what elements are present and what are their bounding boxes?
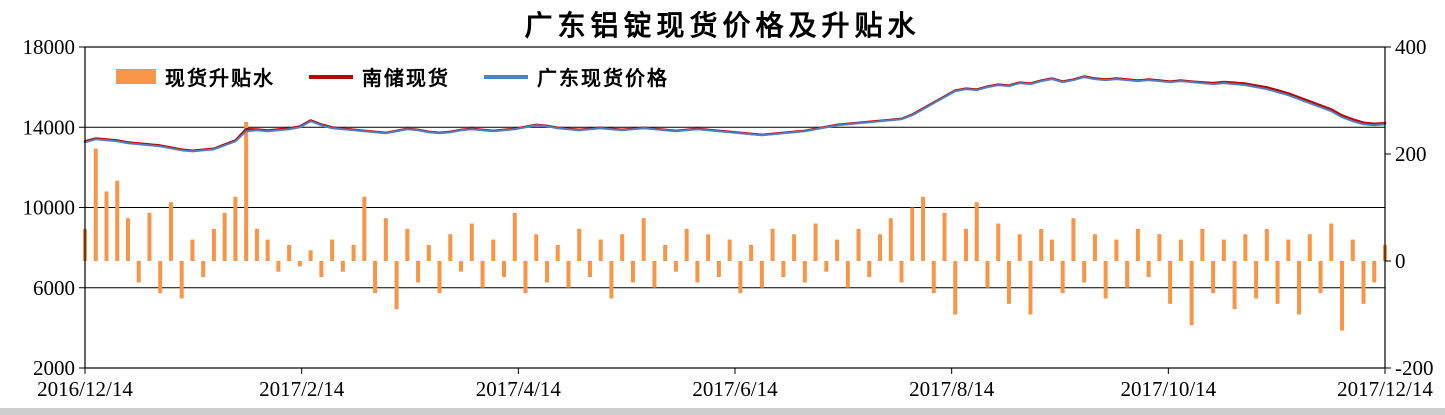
legend-line-swatch-blue (484, 74, 528, 79)
svg-text:2017/8/14: 2017/8/14 (909, 377, 995, 401)
legend-label-premium: 现货升贴水 (165, 68, 275, 90)
chart-legend: 现货升贴水 南储现货 广东现货价格 (116, 62, 669, 91)
svg-text:18000: 18000 (23, 35, 76, 59)
svg-text:2017/10/14: 2017/10/14 (1120, 377, 1216, 401)
legend-bar-swatch (116, 69, 156, 84)
svg-text:2017/4/14: 2017/4/14 (476, 377, 562, 401)
chart-title: 广东铝锭现货价格及升贴水 (524, 10, 921, 41)
svg-text:6000: 6000 (33, 276, 75, 300)
svg-text:2017/2/14: 2017/2/14 (259, 377, 345, 401)
svg-text:-200: -200 (1395, 356, 1434, 380)
svg-text:400: 400 (1395, 35, 1427, 59)
legend-label-nanchu: 南储现货 (362, 68, 450, 90)
svg-text:200: 200 (1395, 142, 1427, 166)
svg-text:0: 0 (1395, 249, 1406, 273)
svg-text:2016/12/14: 2016/12/14 (37, 377, 133, 401)
legend-item-guangdong: 广东现货价格 (484, 62, 669, 91)
legend-line-swatch-red (309, 74, 353, 79)
svg-text:14000: 14000 (23, 115, 76, 139)
svg-text:2017/12/14: 2017/12/14 (1337, 377, 1433, 401)
legend-item-premium: 现货升贴水 (116, 62, 275, 91)
window-bottom-edge (0, 408, 1445, 415)
svg-text:2017/6/14: 2017/6/14 (692, 377, 778, 401)
legend-label-guangdong: 广东现货价格 (537, 68, 669, 90)
svg-text:10000: 10000 (23, 196, 76, 220)
legend-item-nanchu: 南储现货 (309, 62, 450, 91)
svg-text:2000: 2000 (33, 356, 75, 380)
